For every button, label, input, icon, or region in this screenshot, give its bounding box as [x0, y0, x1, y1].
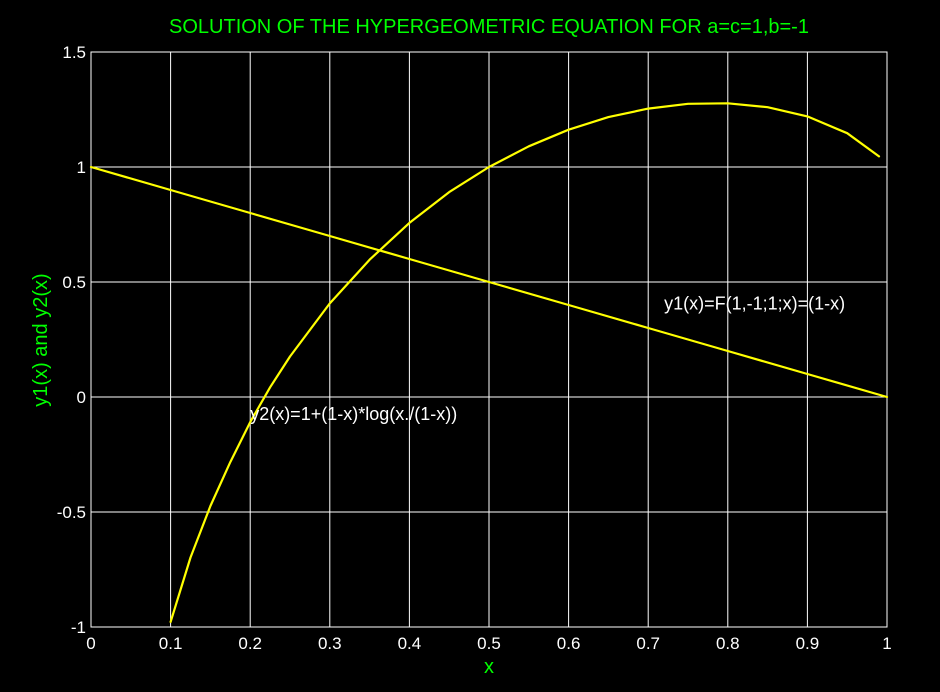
y-tick-label: 0: [77, 388, 86, 407]
x-tick-labels: 0 0.1 0.2 0.3 0.4 0.5 0.6 0.7 0.8 0.9 1: [86, 634, 891, 653]
x-tick-label: 0: [86, 634, 95, 653]
curve-annotation-2: y2(x)=1+(1-x)*log(x./(1-x)): [250, 404, 457, 424]
series-line-1: [89, 165, 889, 399]
x-tick-label: 0.8: [716, 634, 740, 653]
y-axis-label: y1(x) and y2(x): [30, 273, 52, 406]
chart-title: SOLUTION OF THE HYPERGEOMETRIC EQUATION …: [169, 16, 809, 38]
curve-annotation-1: y1(x)=F(1,-1;1;x)=(1-x): [664, 294, 845, 314]
x-tick-label: 0.7: [636, 634, 660, 653]
plot-frame: [90, 51, 888, 628]
x-axis-label: x: [484, 656, 494, 678]
x-tick-label: 0.2: [238, 634, 262, 653]
y-tick-label: 0.5: [62, 273, 86, 292]
annotations: y1(x)=F(1,-1;1;x)=(1-x) y2(x)=1+(1-x)*log…: [250, 294, 845, 424]
series-line-2: [169, 102, 881, 624]
x-tick-label: 0.9: [796, 634, 820, 653]
x-tick-label: 0.6: [557, 634, 581, 653]
y-tick-labels: -1 -0.5 0 0.5 1 1.5: [57, 43, 86, 637]
x-tick-label: 0.3: [318, 634, 342, 653]
x-tick-label: 0.1: [159, 634, 183, 653]
x-tick-label: 1: [882, 634, 891, 653]
x-tick-label: 0.5: [477, 634, 501, 653]
curves: [89, 102, 889, 624]
y-tick-label: -0.5: [57, 503, 86, 522]
x-tick-label: 0.4: [398, 634, 422, 653]
y-tick-label: 1.5: [62, 43, 86, 62]
y-tick-label: -1: [71, 618, 86, 637]
y-tick-label: 1: [77, 158, 86, 177]
